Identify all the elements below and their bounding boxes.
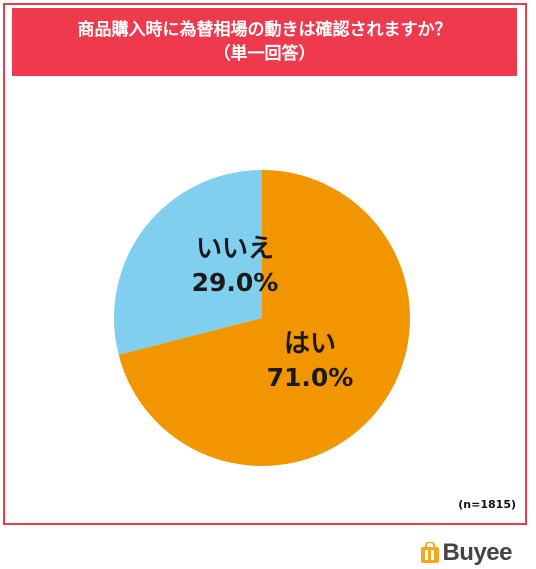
slice-name-no: いいえ [195, 234, 274, 264]
pie-slice-yes [118, 170, 410, 466]
slice-label-yes: はい 71.0% [252, 327, 368, 395]
brand-name: Buyee [442, 539, 512, 566]
slice-label-no: いいえ 29.0% [185, 232, 285, 300]
slice-value-no: 29.0% [191, 268, 279, 297]
chart-title: 商品購入時に為替相場の動きは確認されますか？ [77, 20, 452, 40]
pie-slice-no [113, 170, 262, 355]
slice-value-yes: 71.0% [266, 363, 354, 392]
slice-name-yes: はい [283, 329, 336, 359]
chart-subtitle: （単一回答） [213, 44, 316, 64]
buyee-logo: Buyee [420, 539, 512, 567]
shopping-bag-icon [421, 542, 440, 563]
sample-size-note: (n=1815) [458, 498, 516, 511]
title-bar: 商品購入時に為替相場の動きは確認されますか？ （単一回答） [12, 8, 517, 76]
